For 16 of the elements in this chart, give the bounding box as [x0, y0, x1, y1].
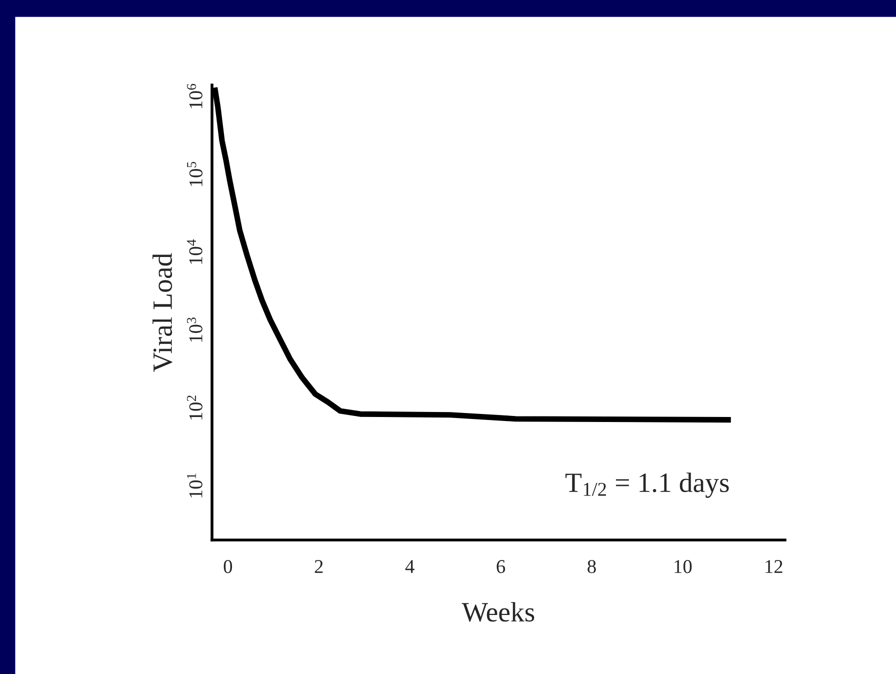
x-axis-title: Weeks	[462, 602, 534, 622]
y-tick-label: 10$^{5}$	[187, 162, 202, 186]
y-tick-label: 10$^{3}$	[186, 318, 202, 342]
y-tick-label: 10$^{1}$	[186, 474, 202, 498]
x-tick-label: 12	[766, 560, 782, 573]
x-tick-label: 10	[674, 560, 692, 574]
x-tick-label: 6	[496, 560, 506, 574]
annotation: T$_{1/2}$ = 1.1 days	[565, 472, 729, 498]
y-tick-label: 10$^{4}$	[186, 239, 202, 264]
y-tick-label: 10$^{2}$	[186, 396, 202, 420]
x-tick-label: 0	[224, 560, 232, 574]
x-tick-label: 2	[314, 560, 323, 573]
x-tick-label: 8	[588, 560, 596, 574]
x-tick-label: 4	[405, 560, 414, 573]
y-axis-title: Viral Load	[152, 253, 172, 372]
y-tick-label: 10$^{6}$	[186, 84, 202, 108]
